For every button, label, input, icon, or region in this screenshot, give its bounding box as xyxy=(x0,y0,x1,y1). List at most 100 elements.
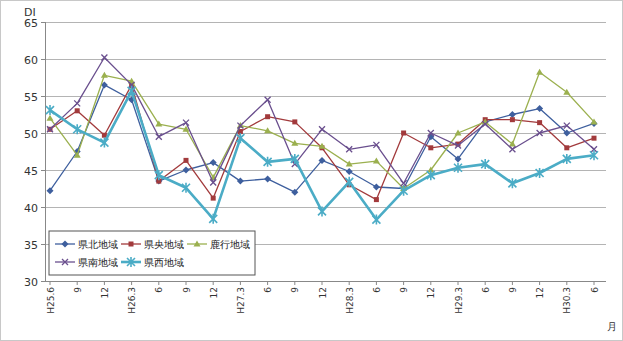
marker xyxy=(401,180,407,186)
marker xyxy=(184,158,189,163)
marker xyxy=(536,168,544,178)
series-line xyxy=(50,85,594,192)
marker xyxy=(454,163,462,173)
marker xyxy=(210,180,216,186)
marker xyxy=(291,189,298,196)
y-tick xyxy=(41,244,45,245)
x-axis-label: 月 xyxy=(607,321,617,332)
marker xyxy=(156,134,162,140)
marker xyxy=(128,86,136,96)
x-tick xyxy=(104,281,105,285)
x-tick-label: 6 xyxy=(481,287,491,293)
y-tick xyxy=(41,96,45,97)
marker xyxy=(319,143,326,149)
y-tick-label: 55 xyxy=(24,91,38,104)
marker xyxy=(510,117,515,122)
x-tick xyxy=(50,281,51,285)
legend-marker xyxy=(129,242,134,247)
legend-label: 県央地域 xyxy=(144,239,184,250)
marker xyxy=(155,170,163,180)
legend-marker xyxy=(127,257,135,267)
x-tick-label: H30.3 xyxy=(562,287,572,314)
y-tick xyxy=(41,22,45,23)
marker xyxy=(509,111,516,118)
marker xyxy=(265,97,271,103)
x-tick-label: 9 xyxy=(508,287,518,293)
x-tick xyxy=(539,281,540,285)
marker xyxy=(592,136,597,141)
marker xyxy=(536,105,543,112)
x-tick-label: H29.3 xyxy=(454,287,464,314)
grid-line xyxy=(45,59,606,60)
marker xyxy=(47,126,53,132)
marker xyxy=(319,157,326,164)
marker xyxy=(47,115,54,121)
x-tick xyxy=(77,281,78,285)
marker xyxy=(508,178,516,188)
x-tick-label: 12 xyxy=(535,287,545,298)
grid-line xyxy=(45,22,606,23)
chart: 3035404550556065DIH25.6912H26.36912H27.3… xyxy=(0,0,623,341)
grid-line xyxy=(45,133,606,134)
legend-label: 県北地域 xyxy=(78,239,118,250)
marker xyxy=(374,197,379,202)
marker xyxy=(237,178,244,185)
x-tick xyxy=(186,281,187,285)
x-tick-label: 12 xyxy=(426,287,436,298)
x-tick xyxy=(566,281,567,285)
x-tick xyxy=(240,281,241,285)
y-axis-label: DI xyxy=(24,6,36,19)
marker xyxy=(455,155,462,162)
x-tick xyxy=(322,281,323,285)
x-tick-label: H25.6 xyxy=(46,287,56,314)
legend-marker xyxy=(194,241,201,247)
series-line xyxy=(50,72,594,188)
marker xyxy=(427,170,435,180)
marker xyxy=(264,157,272,167)
marker xyxy=(455,130,462,136)
marker xyxy=(590,150,598,160)
marker xyxy=(346,146,352,152)
legend-label: 県西地域 xyxy=(144,257,184,268)
marker xyxy=(183,120,189,126)
marker xyxy=(237,123,243,129)
marker xyxy=(74,100,80,106)
marker xyxy=(100,138,108,148)
grid-line xyxy=(45,170,606,171)
marker xyxy=(373,158,380,164)
marker xyxy=(318,206,326,216)
marker xyxy=(373,142,379,148)
legend: 県北地域県央地域鹿行地域県南地域県西地域 xyxy=(49,231,255,275)
marker xyxy=(537,130,543,136)
marker xyxy=(48,127,53,132)
series-line xyxy=(50,91,594,220)
marker xyxy=(291,154,299,164)
marker xyxy=(73,124,81,134)
x-tick-label: 12 xyxy=(209,287,219,298)
grid-line xyxy=(45,281,606,282)
marker xyxy=(75,108,80,113)
x-tick-label: H26.3 xyxy=(127,287,137,314)
marker xyxy=(209,214,217,224)
x-tick xyxy=(458,281,459,285)
x-tick xyxy=(403,281,404,285)
x-tick xyxy=(485,281,486,285)
marker xyxy=(264,127,271,133)
y-tick xyxy=(41,281,45,282)
marker xyxy=(265,114,270,119)
y-tick-label: 60 xyxy=(24,54,38,67)
plot-area xyxy=(46,55,598,225)
marker xyxy=(401,131,406,136)
x-tick-label: 9 xyxy=(73,287,83,293)
marker xyxy=(155,121,162,127)
marker xyxy=(182,183,190,193)
marker xyxy=(591,118,598,124)
marker xyxy=(428,130,434,136)
marker xyxy=(563,130,570,137)
marker xyxy=(319,126,325,132)
marker xyxy=(101,72,108,78)
marker xyxy=(372,215,380,225)
y-tick xyxy=(41,207,45,208)
y-tick-label: 30 xyxy=(24,276,38,289)
y-tick xyxy=(41,133,45,134)
